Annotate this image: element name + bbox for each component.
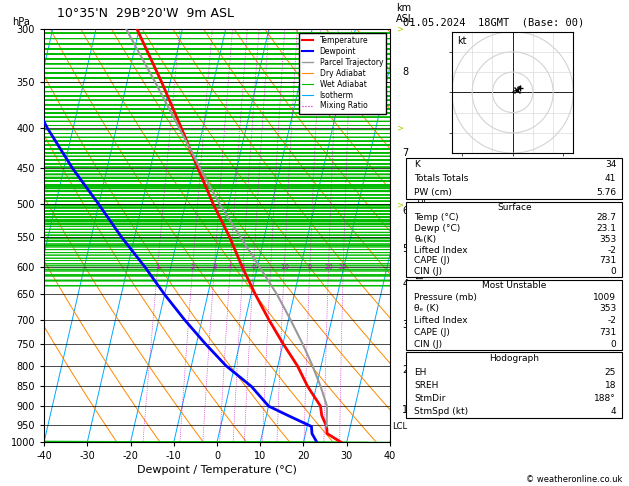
Text: >: > xyxy=(396,123,403,132)
Text: CIN (J): CIN (J) xyxy=(415,340,443,348)
Text: Pressure (mb): Pressure (mb) xyxy=(415,293,477,302)
Text: StmSpd (kt): StmSpd (kt) xyxy=(415,407,469,416)
Text: Lifted Index: Lifted Index xyxy=(415,245,468,255)
Text: 18: 18 xyxy=(604,381,616,390)
Text: 2: 2 xyxy=(191,264,195,270)
Text: 1: 1 xyxy=(402,405,408,415)
Text: Most Unstable: Most Unstable xyxy=(482,281,547,290)
Text: CAPE (J): CAPE (J) xyxy=(415,257,450,265)
Text: 25: 25 xyxy=(605,367,616,377)
Text: Dewp (°C): Dewp (°C) xyxy=(415,224,460,233)
Text: 8: 8 xyxy=(402,67,408,77)
Text: 2: 2 xyxy=(402,365,408,375)
Text: Surface: Surface xyxy=(497,203,532,211)
Text: K: K xyxy=(415,160,420,169)
Text: © weatheronline.co.uk: © weatheronline.co.uk xyxy=(526,474,623,484)
FancyBboxPatch shape xyxy=(406,202,623,277)
X-axis label: Dewpoint / Temperature (°C): Dewpoint / Temperature (°C) xyxy=(137,466,297,475)
Text: 5: 5 xyxy=(241,264,245,270)
Text: 6: 6 xyxy=(252,264,256,270)
Text: CAPE (J): CAPE (J) xyxy=(415,328,450,337)
Text: 4: 4 xyxy=(611,407,616,416)
Text: PW (cm): PW (cm) xyxy=(415,188,452,197)
Text: SREH: SREH xyxy=(415,381,439,390)
Text: 28.7: 28.7 xyxy=(596,213,616,222)
Text: 731: 731 xyxy=(599,328,616,337)
FancyBboxPatch shape xyxy=(406,158,623,199)
Text: Mixing Ratio (g/kg): Mixing Ratio (g/kg) xyxy=(416,193,426,278)
Text: 5.76: 5.76 xyxy=(596,188,616,197)
Text: 731: 731 xyxy=(599,257,616,265)
Text: Hodograph: Hodograph xyxy=(489,354,539,364)
Text: 4: 4 xyxy=(402,279,408,289)
Text: CIN (J): CIN (J) xyxy=(415,267,443,276)
Text: 10: 10 xyxy=(280,264,289,270)
Text: 3: 3 xyxy=(402,320,408,330)
Text: 0: 0 xyxy=(611,267,616,276)
Text: 41: 41 xyxy=(605,174,616,183)
Text: StmDir: StmDir xyxy=(415,394,446,403)
Text: 5: 5 xyxy=(308,264,312,270)
Text: Temp (°C): Temp (°C) xyxy=(415,213,459,222)
Text: LCL: LCL xyxy=(392,422,407,431)
Text: >: > xyxy=(396,25,403,34)
Text: 5: 5 xyxy=(402,244,408,254)
FancyBboxPatch shape xyxy=(406,279,623,350)
Text: 1009: 1009 xyxy=(593,293,616,302)
Text: -2: -2 xyxy=(608,316,616,325)
Text: 188°: 188° xyxy=(594,394,616,403)
Text: Lifted Index: Lifted Index xyxy=(415,316,468,325)
Legend: Temperature, Dewpoint, Parcel Trajectory, Dry Adiabat, Wet Adiabat, Isotherm, Mi: Temperature, Dewpoint, Parcel Trajectory… xyxy=(299,33,386,114)
Text: θₑ (K): θₑ (K) xyxy=(415,304,440,313)
Text: 4: 4 xyxy=(228,264,233,270)
Text: kt: kt xyxy=(457,36,466,47)
Text: 23.1: 23.1 xyxy=(596,224,616,233)
Text: hPa: hPa xyxy=(13,17,30,27)
Text: 25: 25 xyxy=(339,264,348,270)
Text: 3: 3 xyxy=(212,264,216,270)
Text: Totals Totals: Totals Totals xyxy=(415,174,469,183)
Text: km
ASL: km ASL xyxy=(396,3,415,24)
Text: EH: EH xyxy=(415,367,426,377)
Text: 7: 7 xyxy=(402,148,408,157)
Text: >: > xyxy=(396,200,403,209)
Text: 0: 0 xyxy=(611,340,616,348)
Text: 01.05.2024  18GMT  (Base: 00): 01.05.2024 18GMT (Base: 00) xyxy=(403,17,584,27)
Text: θₑ(K): θₑ(K) xyxy=(415,235,437,244)
Text: 6: 6 xyxy=(402,206,408,216)
FancyBboxPatch shape xyxy=(406,352,623,418)
Text: 10°35'N  29B°20'W  9m ASL: 10°35'N 29B°20'W 9m ASL xyxy=(57,7,233,20)
Text: 353: 353 xyxy=(599,304,616,313)
Text: -2: -2 xyxy=(608,245,616,255)
Text: 34: 34 xyxy=(605,160,616,169)
Text: 353: 353 xyxy=(599,235,616,244)
Text: 1: 1 xyxy=(155,264,160,270)
Text: 20: 20 xyxy=(324,264,333,270)
